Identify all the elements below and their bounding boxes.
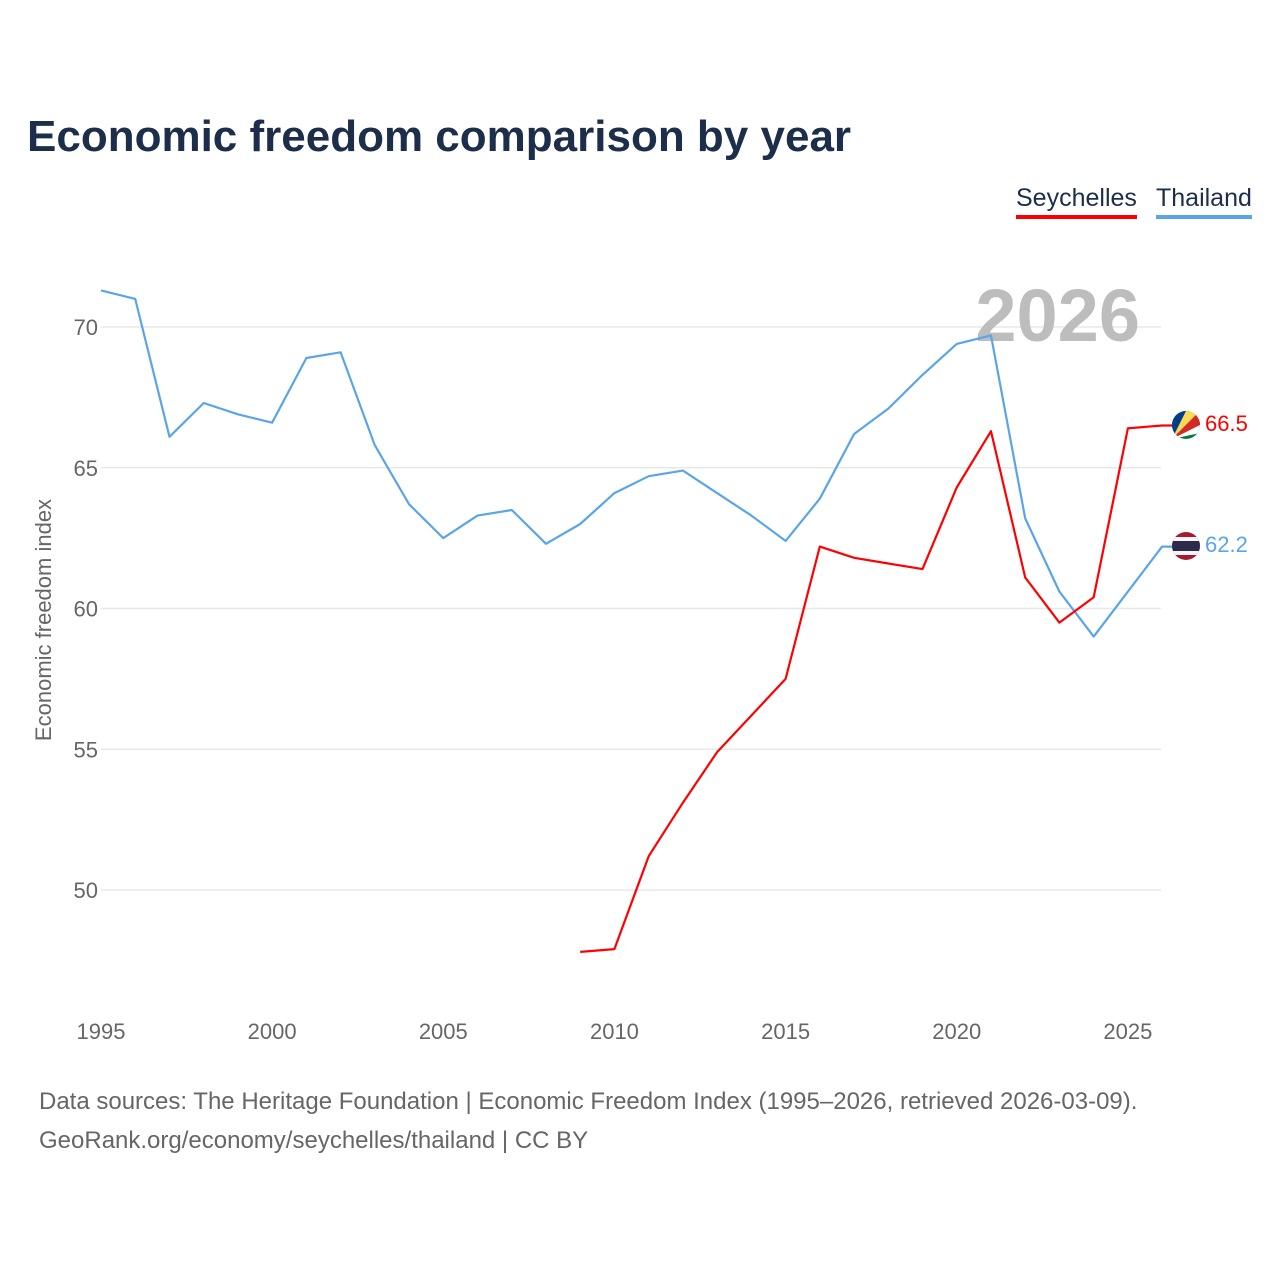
year-watermark: 2026 [975,274,1140,357]
y-tick-label: 55 [74,737,98,762]
chart-title: Economic freedom comparison by year [27,112,852,161]
footer-attribution: GeoRank.org/economy/seychelles/thailand … [39,1127,589,1154]
x-tick-label: 2015 [761,1019,810,1044]
x-tick-label: 2005 [419,1019,468,1044]
y-tick-label: 70 [74,315,98,340]
x-tick-label: 2010 [590,1019,639,1044]
y-axis-label: Economic freedom index [31,499,56,741]
y-tick-label: 60 [74,597,98,622]
series-line-seychelles [580,424,1172,953]
x-tick-label: 1995 [77,1019,126,1044]
legend-seychelles[interactable]: Seychelles [1016,184,1137,219]
x-tick-label: 2025 [1103,1019,1152,1044]
legend-thailand[interactable]: Thailand [1156,184,1252,219]
y-tick-label: 65 [74,456,98,481]
seychelles-end-value: 66.5 [1205,411,1248,436]
thailand-flag-icon [1172,532,1200,560]
x-tick-label: 2020 [932,1019,981,1044]
y-tick-label: 50 [74,878,98,903]
x-tick-label: 2000 [248,1019,297,1044]
footer-sources: Data sources: The Heritage Foundation | … [39,1088,1138,1115]
seychelles-flag-icon [1172,411,1200,439]
thailand-end-value: 62.2 [1205,532,1248,557]
series-line-thailand [100,289,1172,638]
